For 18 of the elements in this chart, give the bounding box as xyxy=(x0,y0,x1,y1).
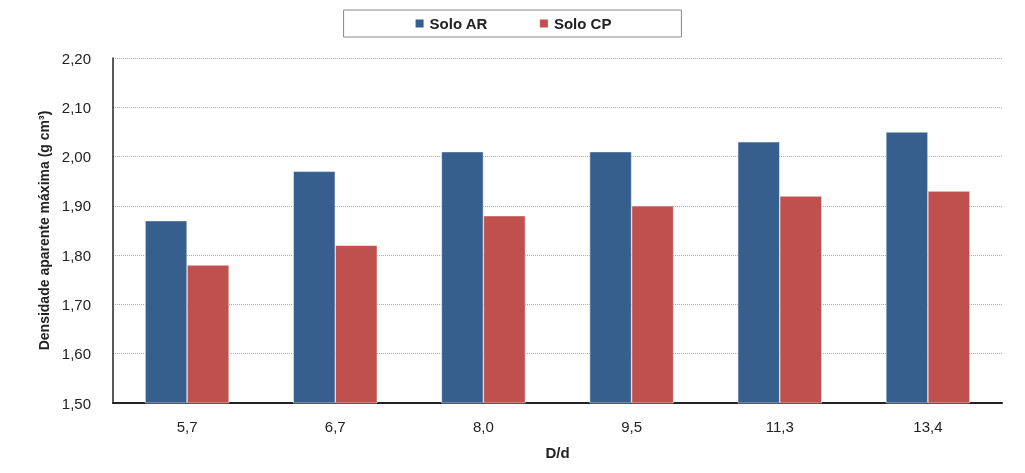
x-tick-label: 6,7 xyxy=(324,418,346,435)
x-tick-label: 9,5 xyxy=(621,418,643,435)
y-tick-label: 1,60 xyxy=(61,345,91,363)
x-tick-label: 13,4 xyxy=(913,418,943,435)
legend-label: Solo CP xyxy=(553,15,612,32)
y-tick-label: 2,00 xyxy=(61,148,91,166)
y-tick-label: 2,10 xyxy=(61,98,91,116)
x-tick-label: 8,0 xyxy=(472,418,494,435)
y-tick-label: 1,70 xyxy=(61,295,91,313)
y-tick-label: 1,90 xyxy=(61,197,91,215)
x-axis-title: D/d xyxy=(545,444,570,461)
legend-label: Solo AR xyxy=(429,15,488,32)
x-tick-label: 11,3 xyxy=(765,418,794,435)
y-axis-title: Densidade aparente máxima (g cm³) xyxy=(35,110,52,351)
y-tick-label: 2,20 xyxy=(61,49,91,67)
y-tick-label: 1,50 xyxy=(61,394,91,412)
y-tick-label: 1,80 xyxy=(61,246,91,264)
x-tick-label: 5,7 xyxy=(176,418,198,435)
